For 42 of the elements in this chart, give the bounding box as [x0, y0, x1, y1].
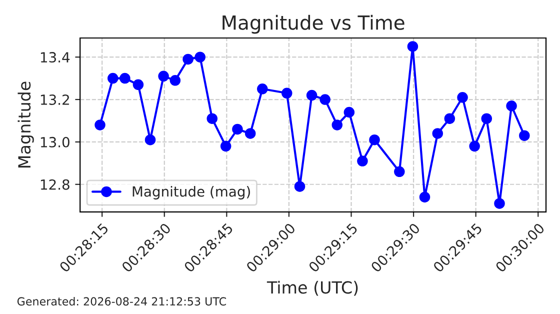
y-tick-label: 13.2 [40, 94, 69, 105]
point [494, 198, 505, 209]
point [419, 192, 430, 202]
point [244, 128, 256, 139]
chart-title: Magnitude vs Time [222, 14, 404, 34]
point [506, 100, 517, 112]
point [281, 88, 292, 99]
y-axis-title: Magnitude [18, 82, 34, 168]
point [144, 134, 156, 146]
point [158, 70, 169, 82]
y-tick-label: 12.8 [40, 179, 70, 190]
legend-label: Magnitude (mag) [132, 186, 250, 200]
point [257, 84, 268, 94]
point [294, 181, 306, 192]
point [444, 113, 456, 124]
point [407, 41, 418, 52]
point [306, 90, 318, 101]
point [120, 72, 130, 84]
point [94, 120, 106, 130]
y-tick-label: 13.4 [40, 52, 70, 63]
point [457, 92, 468, 103]
point [170, 75, 181, 86]
point [369, 134, 380, 146]
point [481, 113, 492, 124]
point [132, 79, 144, 90]
point [344, 106, 355, 118]
point [357, 156, 368, 166]
point [469, 140, 480, 152]
point [220, 140, 232, 152]
point [432, 128, 443, 139]
point [194, 52, 206, 62]
point [394, 166, 405, 178]
text: Generated: 2026-08-24 21:12:53 UTC [17, 296, 226, 306]
point [108, 72, 118, 84]
point [519, 130, 530, 141]
point [332, 120, 343, 130]
point [320, 94, 330, 105]
y-tick-label: 13.0 [40, 136, 70, 148]
x-axis-title: Time (UTC) [266, 280, 358, 296]
point [232, 124, 243, 135]
point [206, 113, 218, 124]
point [182, 54, 194, 65]
